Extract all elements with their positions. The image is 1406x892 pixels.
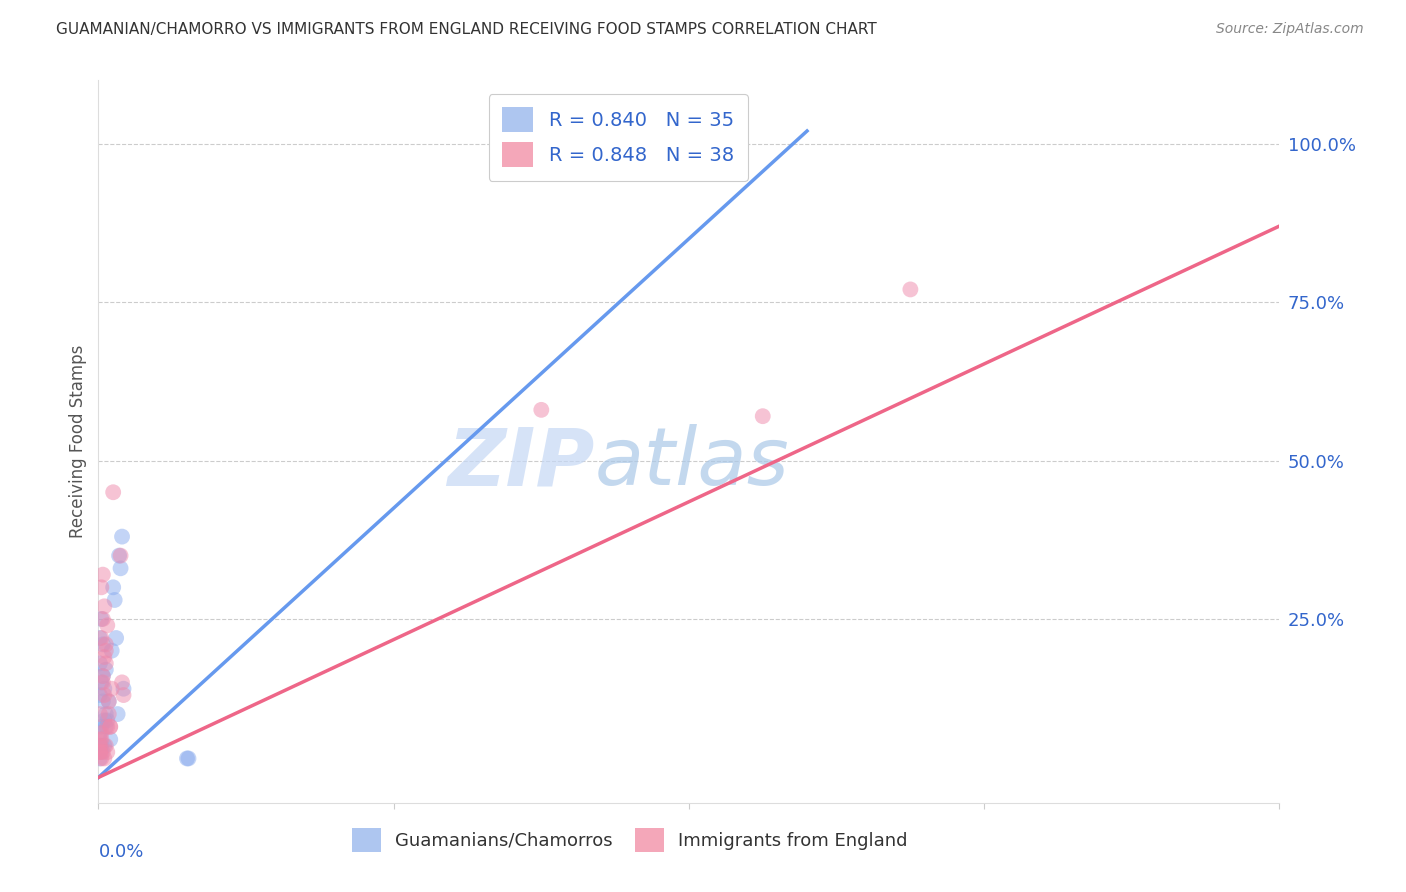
Point [105,631,128,645]
Point [91,745,114,759]
Point [110,561,132,575]
Point [103,485,125,500]
Point [98,720,121,734]
Point [89,707,111,722]
Point [97,694,120,708]
Point [107,707,129,722]
Point [91,694,114,708]
Point [97,694,120,708]
Point [530,402,553,417]
Point [89,739,111,753]
Point [90,631,112,645]
Point [96,745,118,759]
Point [93,681,115,696]
Point [91,669,114,683]
Point [98,720,121,734]
Point [93,688,115,702]
Point [91,567,114,582]
Point [93,739,115,753]
Point [91,612,114,626]
Point [89,751,111,765]
Point [94,707,117,722]
Point [752,409,775,424]
Point [93,751,115,765]
Point [89,631,111,645]
Point [94,643,117,657]
Point [176,751,198,765]
Point [112,681,135,696]
Point [90,675,112,690]
Point [89,657,111,671]
Point [89,745,111,759]
Point [93,599,115,614]
Point [94,637,117,651]
Point [90,751,112,765]
Point [97,707,120,722]
Point [100,681,122,696]
Point [94,663,117,677]
Point [90,720,112,734]
Point [89,745,111,759]
Point [90,732,112,747]
Point [111,675,134,690]
Point [108,549,131,563]
Point [98,732,121,747]
Point [94,739,117,753]
Y-axis label: Receiving Food Stamps: Receiving Food Stamps [69,345,87,538]
Point [104,593,127,607]
Point [93,650,115,665]
Point [90,745,112,759]
Point [94,720,117,734]
Point [90,726,112,740]
Point [91,669,114,683]
Point [90,612,112,626]
Point [93,714,115,728]
Point [96,714,118,728]
Point [91,637,114,651]
Text: Source: ZipAtlas.com: Source: ZipAtlas.com [1216,22,1364,37]
Text: ZIP: ZIP [447,425,595,502]
Point [900,282,922,296]
Text: atlas: atlas [595,425,789,502]
Point [96,618,118,632]
Point [103,580,125,594]
Point [177,751,200,765]
Point [89,739,111,753]
Point [111,530,134,544]
Point [90,580,112,594]
Point [110,549,132,563]
Point [100,643,122,657]
Point [89,732,111,747]
Point [89,688,111,702]
Point [90,739,112,753]
Legend: Guamanians/Chamorros, Immigrants from England: Guamanians/Chamorros, Immigrants from En… [344,822,915,859]
Point [91,675,114,690]
Point [89,726,111,740]
Text: GUAMANIAN/CHAMORRO VS IMMIGRANTS FROM ENGLAND RECEIVING FOOD STAMPS CORRELATION : GUAMANIAN/CHAMORRO VS IMMIGRANTS FROM EN… [56,22,877,37]
Point [112,688,135,702]
Text: 0.0%: 0.0% [98,843,143,861]
Point [96,720,118,734]
Point [94,657,117,671]
